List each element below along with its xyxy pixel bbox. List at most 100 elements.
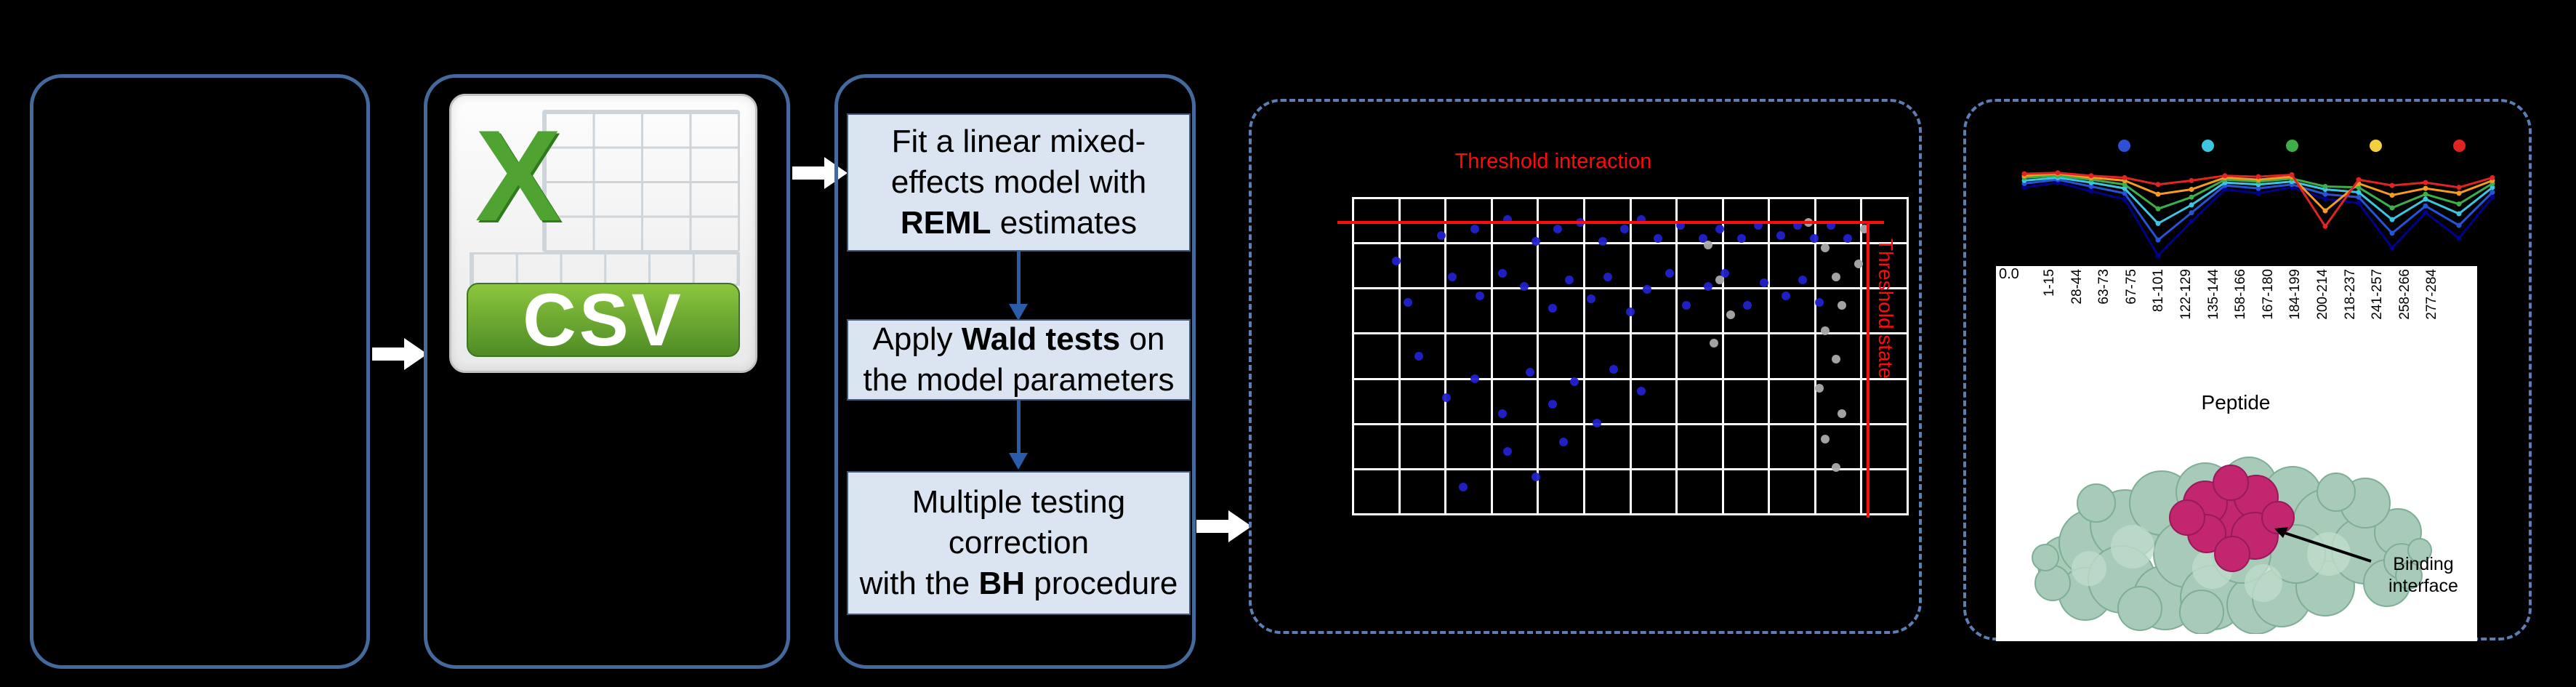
threshold-interaction-label: Threshold interaction <box>1454 150 1652 173</box>
uptake-marker <box>2155 182 2161 188</box>
uptake-marker <box>2122 190 2128 196</box>
scatter-point-nonsignificant <box>1821 244 1830 253</box>
uptake-marker <box>2222 186 2228 192</box>
scatter-point-nonsignificant <box>1859 224 1869 233</box>
scatter-gridline-v <box>1352 197 1354 515</box>
uptake-marker <box>2356 177 2362 182</box>
scatter-point-significant <box>1436 230 1446 240</box>
uptake-marker <box>2122 182 2128 188</box>
binding-interface-label: Binding interface <box>2388 554 2458 596</box>
scatter-point-nonsignificant <box>1854 259 1864 268</box>
scatter-plot <box>1352 197 1909 515</box>
protein-structure <box>2032 457 2432 634</box>
threshold-interaction-line <box>1337 221 1884 224</box>
uptake-marker <box>2456 235 2462 241</box>
uptake-marker <box>2490 185 2495 190</box>
scatter-gridline-v <box>1907 197 1909 515</box>
spreadsheet-grid-icon <box>542 109 741 253</box>
scatter-gridline-v <box>1675 197 1678 515</box>
binding-arrow-icon <box>2274 527 2372 563</box>
uptake-marker <box>2423 196 2428 202</box>
scatter-point-significant <box>1526 367 1535 377</box>
step-text-post: estimates <box>991 205 1138 241</box>
flow-arrow-icon <box>792 157 848 189</box>
scatter-point-significant <box>1782 291 1791 300</box>
scatter-point-significant <box>1715 224 1724 233</box>
peptide-tick-label: 167-180 <box>2260 269 2276 320</box>
scatter-point-significant <box>1642 285 1651 294</box>
scatter-gridline-h <box>1352 287 1909 289</box>
uptake-marker <box>2122 196 2128 202</box>
peptide-tick-label: 28-44 <box>2069 269 2085 305</box>
legend-dot-icon <box>2369 140 2382 152</box>
uptake-marker <box>2088 173 2094 179</box>
scatter-point-significant <box>1815 297 1824 307</box>
uptake-marker <box>2189 202 2194 208</box>
scatter-point-nonsignificant <box>1832 355 1841 364</box>
csv-page: X CSV <box>449 94 757 373</box>
uptake-marker <box>2255 174 2261 180</box>
threshold-state-label: Threshold state <box>1875 238 1897 379</box>
scatter-point-significant <box>1403 297 1412 307</box>
uptake-marker <box>2122 174 2128 180</box>
legend-dot-icon <box>2118 140 2130 152</box>
scatter-point-significant <box>1665 269 1674 278</box>
scatter-point-significant <box>1698 233 1707 243</box>
peptide-tick-label: 277-284 <box>2424 269 2440 320</box>
scatter-gridline-h <box>1352 423 1909 425</box>
scatter-point-nonsignificant <box>1709 339 1718 348</box>
peptide-tick-label: 258-266 <box>2396 269 2412 320</box>
step-wald-tests: Apply Wald tests on the model parameters <box>847 319 1191 401</box>
panel-results: 0.0 1-15 28-44 63-73 67-75 81-101 122-129 135-… <box>1963 99 2532 641</box>
legend-dot-icon <box>2202 140 2215 152</box>
scatter-point-significant <box>1470 374 1479 383</box>
peptide-tick-label: 81-101 <box>2151 269 2167 313</box>
peptide-panel: 0.0 1-15 28-44 63-73 67-75 81-101 122-129 135-… <box>1996 266 2477 641</box>
uptake-marker <box>2456 211 2462 217</box>
peptide-axis: 1-15 28-44 63-73 67-75 81-101 122-129 135-144 1… <box>2037 269 2447 391</box>
uptake-marker <box>2322 196 2328 202</box>
scatter-gridline-h <box>1352 242 1909 244</box>
uptake-marker <box>2189 210 2194 216</box>
scatter-point-nonsignificant <box>1704 240 1713 249</box>
peptide-tick-label: 1-15 <box>2042 269 2057 297</box>
scatter-point-significant <box>1497 269 1507 278</box>
step-mixed-model-text: Fit a linear mixed- effects model with R… <box>884 118 1154 247</box>
scatter-gridline-v <box>1491 197 1493 515</box>
uptake-marker <box>2356 185 2362 190</box>
scatter-gridline-h <box>1352 468 1909 470</box>
uptake-marker <box>2423 191 2428 197</box>
scatter-point-nonsignificant <box>1821 434 1830 443</box>
scatter-point-significant <box>1681 300 1691 310</box>
csv-banner-label: CSV <box>466 278 741 361</box>
scatter-point-significant <box>1620 224 1630 233</box>
uptake-marker <box>2356 190 2362 195</box>
panel-input <box>30 74 370 669</box>
scatter-point-significant <box>1798 275 1808 284</box>
peptide-axis-title: Peptide <box>2201 391 2271 414</box>
uptake-marker <box>2389 230 2395 236</box>
scatter-gridline-v <box>1814 197 1816 515</box>
peptide-tick-label: 158-166 <box>2233 269 2249 320</box>
scatter-point-significant <box>1626 307 1635 316</box>
scatter-point-nonsignificant <box>1815 383 1824 393</box>
uptake-marker <box>2389 205 2395 211</box>
step-wald-tests-text: Apply Wald tests on the model parameters <box>856 316 1182 404</box>
uptake-marker <box>2490 190 2495 195</box>
down-arrow-icon <box>1009 252 1028 321</box>
uptake-marker <box>2189 177 2194 183</box>
uptake-marker <box>2389 245 2395 251</box>
scatter-gridline-v <box>1537 197 1539 515</box>
step-mixed-model: Fit a linear mixed- effects model with R… <box>847 113 1191 252</box>
scatter-point-nonsignificant <box>1838 409 1847 418</box>
scatter-point-significant <box>1737 233 1747 243</box>
step-text-pre: Fit a linear mixed- effects model with <box>890 123 1147 200</box>
uptake-marker <box>2423 210 2428 216</box>
uptake-marker <box>2490 174 2495 180</box>
scatter-point-significant <box>1759 278 1768 288</box>
scatter-point-nonsignificant <box>1832 272 1841 281</box>
step-bh-correction: Multiple testing correction with the BH … <box>847 471 1191 615</box>
scatter-gridline-h <box>1352 197 1909 199</box>
scatter-gridline-v <box>1630 197 1632 515</box>
